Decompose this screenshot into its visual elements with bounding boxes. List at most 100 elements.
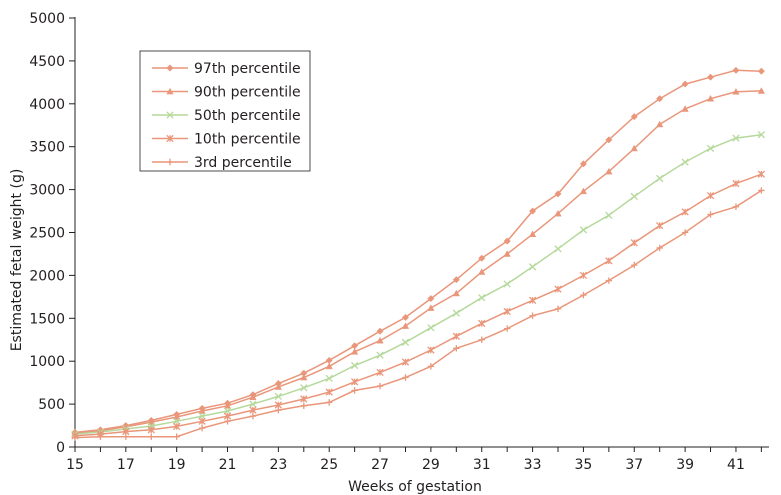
data-point xyxy=(427,324,435,332)
data-point xyxy=(325,374,333,383)
data-point xyxy=(97,433,104,440)
data-point xyxy=(656,174,664,183)
data-point xyxy=(249,412,257,420)
series-5 xyxy=(71,187,765,441)
data-point xyxy=(249,406,257,414)
data-point xyxy=(605,167,613,175)
data-point xyxy=(656,95,664,103)
legend-item: 10th percentile xyxy=(152,132,301,148)
y-tick-label: 4000 xyxy=(29,97,65,113)
x-tick-label: 31 xyxy=(473,457,491,473)
data-point xyxy=(376,351,384,359)
data-point xyxy=(401,322,410,329)
data-point xyxy=(681,105,689,112)
y-axis-title: Estimated fetal weight (g) xyxy=(9,169,25,352)
legend-item: 50th percentile xyxy=(152,108,301,124)
data-point xyxy=(452,332,460,340)
x-tick-label: 21 xyxy=(219,457,237,473)
data-point xyxy=(706,191,715,200)
data-point xyxy=(757,170,766,178)
x-tick-label: 37 xyxy=(625,457,643,473)
data-point xyxy=(300,384,308,392)
y-tick-label: 500 xyxy=(38,397,65,413)
data-point xyxy=(274,383,282,390)
data-point xyxy=(554,245,562,253)
data-point xyxy=(173,422,181,431)
data-point xyxy=(427,363,435,370)
data-point xyxy=(579,160,587,168)
data-point xyxy=(758,187,765,194)
data-point xyxy=(427,304,435,311)
data-point xyxy=(579,226,588,234)
data-point xyxy=(630,113,638,121)
data-point xyxy=(503,307,511,316)
data-point xyxy=(757,131,766,139)
data-point xyxy=(528,230,537,238)
data-point xyxy=(427,346,435,354)
legend: 97th percentile 90th percentile 50th perce… xyxy=(139,50,311,172)
data-point xyxy=(503,237,511,245)
data-point xyxy=(529,207,537,215)
x-tick-label: 41 xyxy=(727,457,745,473)
data-point xyxy=(350,378,359,386)
legend-label: 10th percentile xyxy=(194,132,301,148)
x-tick-label: 33 xyxy=(524,457,542,473)
data-point xyxy=(757,87,765,94)
data-point xyxy=(300,402,307,410)
legend-label: 97th percentile xyxy=(194,61,301,77)
legend-swatch-marker xyxy=(166,111,174,119)
data-point xyxy=(732,134,740,142)
y-tick-label: 3500 xyxy=(29,140,65,156)
data-point xyxy=(630,192,638,201)
data-point xyxy=(122,433,130,440)
y-tick-label: 2500 xyxy=(29,226,65,242)
legend-item: 90th percentile xyxy=(152,85,301,101)
legend-swatch-marker xyxy=(166,64,174,72)
data-point xyxy=(605,136,613,144)
data-point xyxy=(274,392,283,401)
data-point xyxy=(300,373,308,381)
data-point xyxy=(148,433,155,440)
x-tick-label: 23 xyxy=(269,457,287,473)
data-point xyxy=(325,388,333,396)
x-tick-label: 17 xyxy=(117,457,135,473)
data-point xyxy=(503,250,511,257)
data-point xyxy=(224,418,231,425)
legend-box xyxy=(139,50,311,172)
data-point xyxy=(706,94,715,102)
data-point xyxy=(300,395,308,403)
data-point xyxy=(275,406,282,414)
data-point xyxy=(351,342,359,350)
data-point xyxy=(402,374,409,381)
y-tick-label: 1500 xyxy=(29,311,65,327)
legend-label: 50th percentile xyxy=(194,108,301,124)
data-point xyxy=(173,433,180,440)
data-point xyxy=(453,345,460,352)
data-point xyxy=(249,393,257,401)
data-point xyxy=(452,276,460,284)
data-point xyxy=(478,268,486,275)
series-1 xyxy=(71,66,765,436)
data-point xyxy=(681,229,689,236)
data-point xyxy=(630,144,638,152)
series-4 xyxy=(71,170,766,440)
data-point xyxy=(351,348,359,355)
y-tick-label: 4500 xyxy=(29,54,65,70)
series-layer xyxy=(71,66,766,441)
legend-swatch-marker xyxy=(166,134,174,143)
data-point xyxy=(681,208,689,216)
series-line xyxy=(74,69,762,434)
data-point xyxy=(554,190,562,198)
data-point xyxy=(427,295,435,303)
data-point xyxy=(579,187,588,195)
data-point xyxy=(325,362,333,370)
data-point xyxy=(605,211,613,219)
data-point xyxy=(656,120,664,128)
data-point xyxy=(579,271,588,280)
data-point xyxy=(198,407,206,414)
data-point xyxy=(732,88,740,95)
data-point xyxy=(631,261,638,269)
data-point xyxy=(757,67,765,75)
x-tick-label: 39 xyxy=(676,457,694,473)
data-point xyxy=(605,277,613,284)
